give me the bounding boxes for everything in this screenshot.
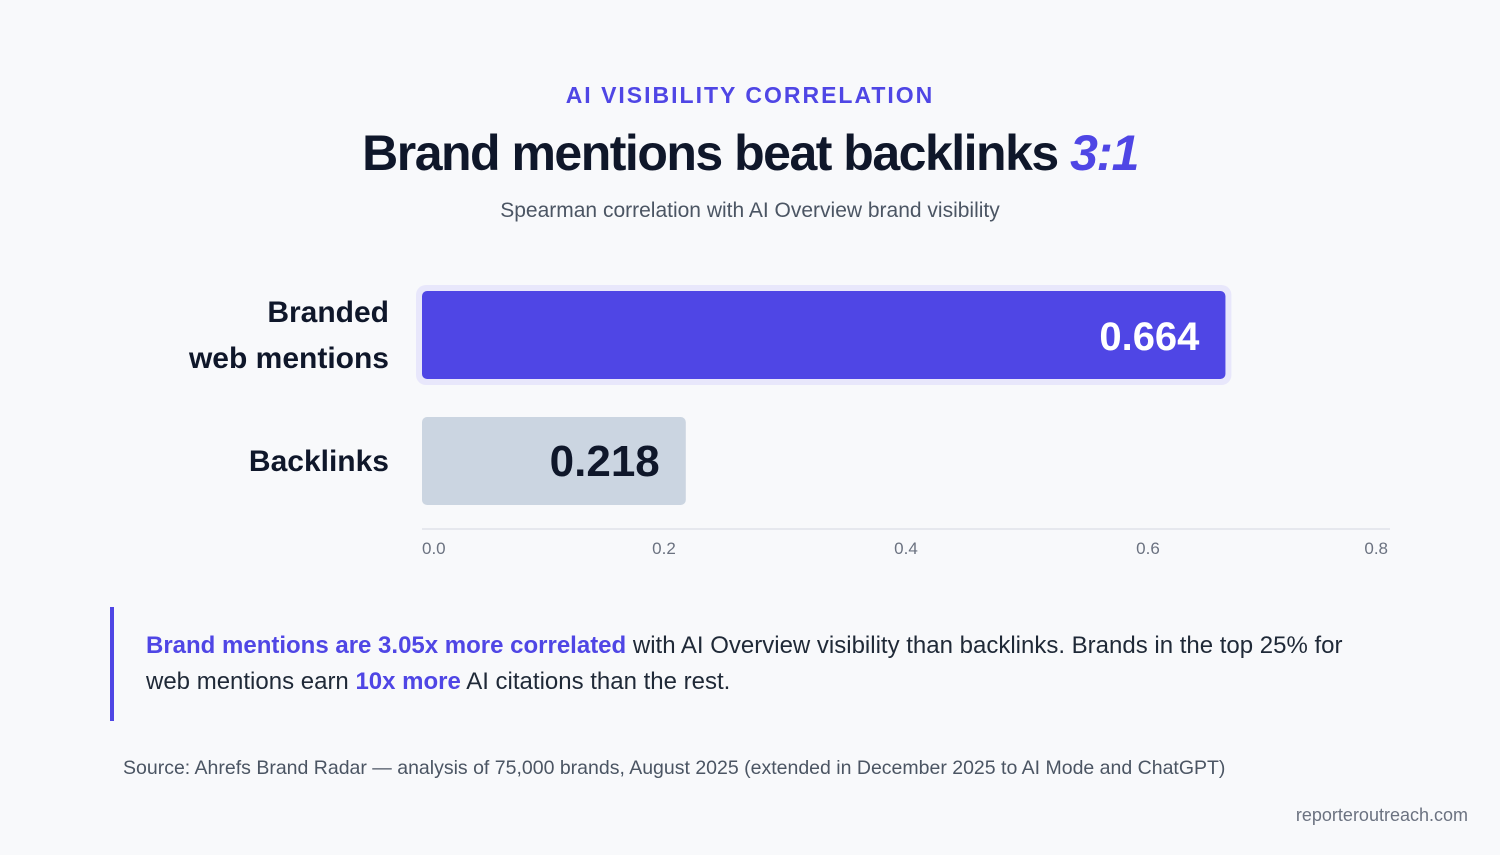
source-note: Source: Ahrefs Brand Radar — analysis of… (123, 757, 1226, 779)
chart-subtitle: Spearman correlation with AI Overview br… (500, 199, 1000, 222)
category-label-1-line-1: Branded (267, 296, 389, 329)
bar-value-label-1: 0.664 (1099, 315, 1200, 359)
bar-1 (422, 291, 1226, 379)
site-credit: reporteroutreach.com (1295, 805, 1468, 825)
chart-title: Brand mentions beat backlinks 3:1 (0, 124, 1500, 182)
callout-text-2: AI citations than the rest. (460, 668, 731, 695)
x-tick-label-5: 0.8 (1364, 539, 1388, 558)
bar-chart: 0.664 Branded web mentions 0.218 Backlinks 0.… (188, 285, 1390, 558)
callout-highlight-correlation: Brand mentions are 3.05x more correlated (146, 632, 627, 659)
bar-2 (422, 417, 686, 505)
callout-text-1: with AI Overview visibility than backlin… (146, 632, 1343, 695)
chart-eyebrow: AI VISIBILITY CORRELATION (565, 82, 935, 108)
bar-value-label-2: 0.218 (550, 437, 660, 486)
title-accent: 3:1 (1070, 125, 1139, 181)
x-tick-label-3: 0.4 (894, 539, 918, 558)
x-tick-label-4: 0.6 (1136, 539, 1160, 558)
category-label-2-line-1: Backlinks (249, 445, 389, 478)
title-main: Brand mentions beat backlinks (362, 125, 1071, 181)
callout-highlight-citations: 10x more (355, 668, 461, 695)
insight-callout: Brand mentions are 3.05x more correlated… (110, 607, 1380, 721)
x-tick-label-1: 0.0 (422, 539, 446, 558)
x-tick-label-2: 0.2 (652, 539, 676, 558)
category-label-1-line-2: web mentions (188, 342, 389, 375)
